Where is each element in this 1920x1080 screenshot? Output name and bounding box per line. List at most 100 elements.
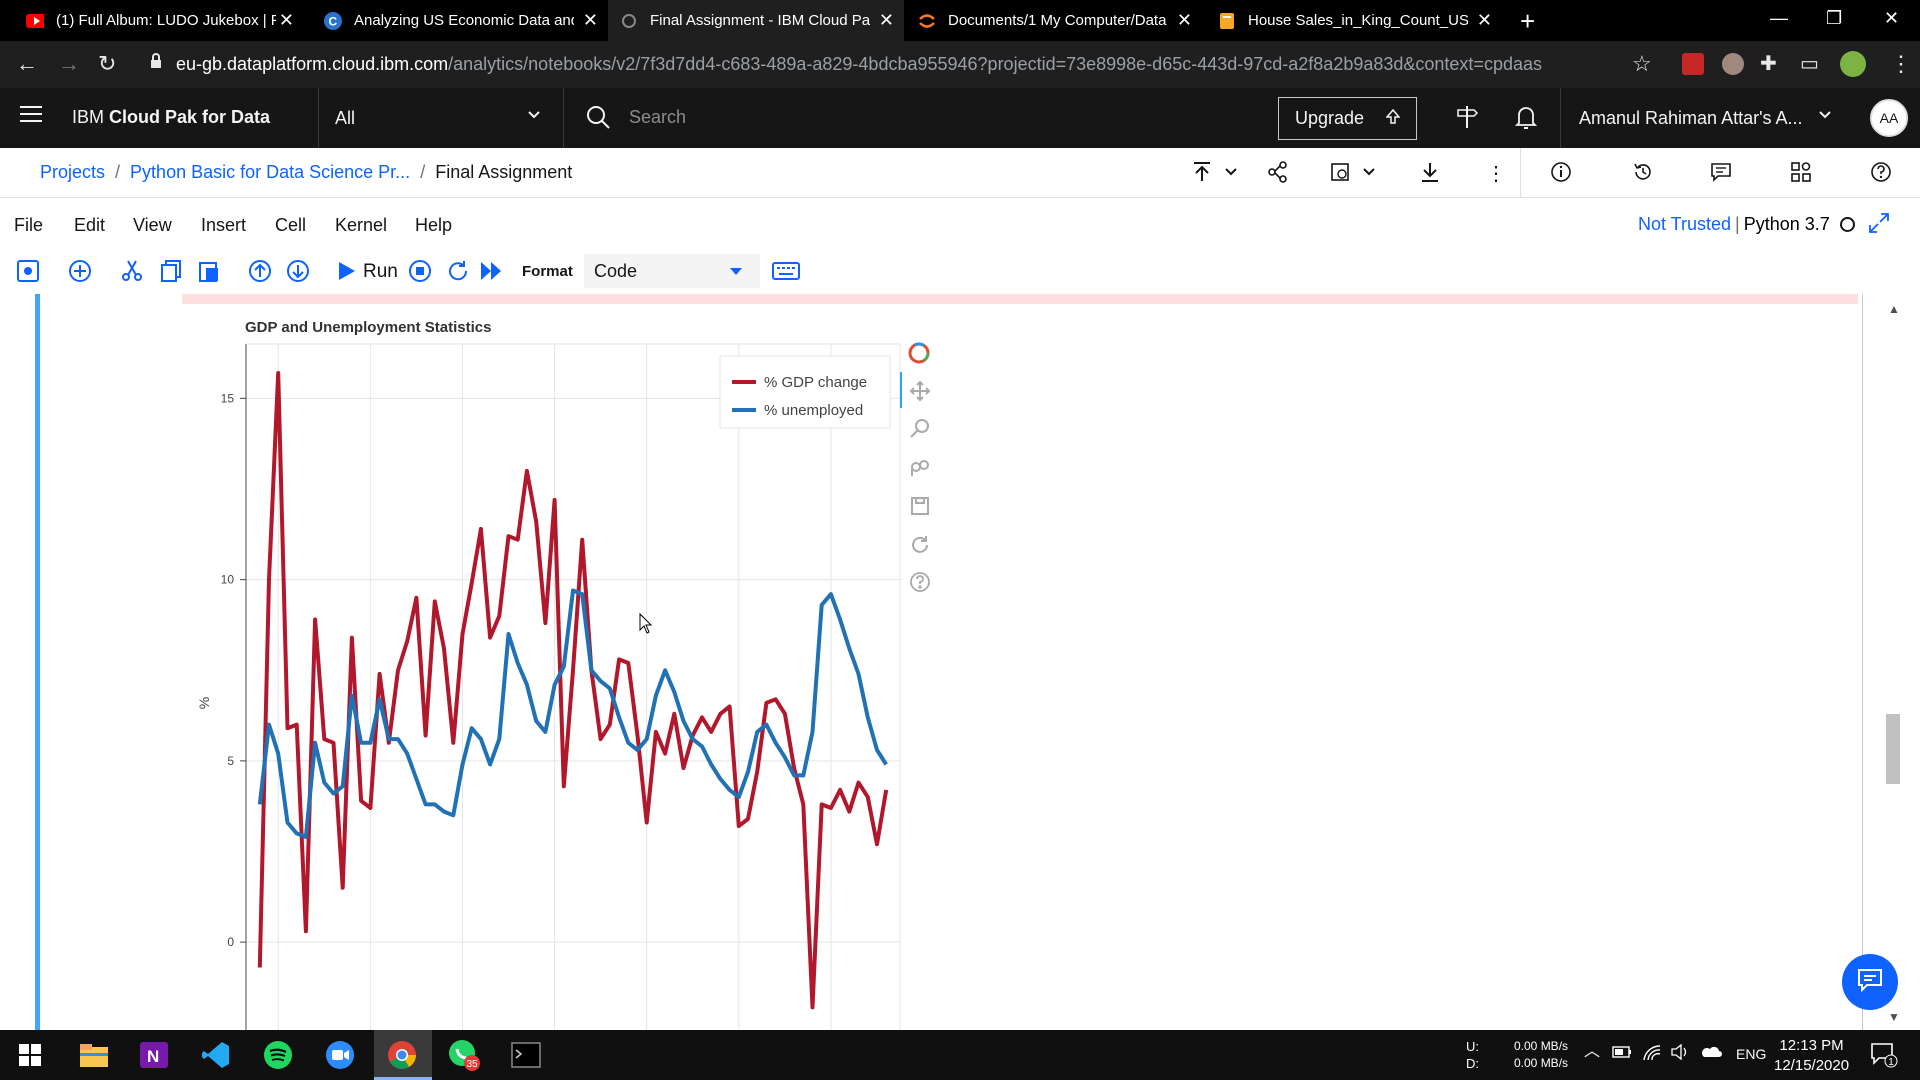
info-icon[interactable] [1550, 161, 1572, 189]
clock[interactable]: 12:13 PM 12/15/2020 [1774, 1036, 1849, 1076]
run-icon[interactable] [338, 261, 356, 281]
hamburger-menu-icon[interactable] [20, 106, 42, 127]
cut-icon[interactable] [120, 259, 144, 283]
extension-icon[interactable] [1682, 53, 1704, 75]
scroll-up-icon[interactable]: ▲ [1888, 302, 1900, 316]
move-down-icon[interactable] [286, 259, 310, 283]
chat-support-button[interactable] [1842, 954, 1898, 1010]
forward-icon[interactable]: → [58, 51, 80, 76]
notifications-icon[interactable]: 1 [1870, 1042, 1898, 1072]
breadcrumb-project[interactable]: Python Basic for Data Science Pr... [130, 162, 411, 182]
data-assets-icon[interactable] [1790, 161, 1812, 189]
browser-tab-active[interactable]: Final Assignment - IBM Cloud Pa ✕ [608, 0, 904, 41]
keyboard-shortcuts-icon[interactable] [772, 261, 800, 281]
profile-icon[interactable] [1840, 51, 1866, 77]
zoom-icon[interactable] [324, 1039, 356, 1071]
zoom-tool-icon[interactable] [910, 419, 929, 438]
wheel-zoom-tool-icon[interactable] [911, 460, 929, 476]
bokeh-plot[interactable]: GDP and Unemployment Statistics 05101519… [182, 318, 962, 1030]
find-data-icon[interactable] [16, 259, 40, 283]
download-icon[interactable] [1420, 161, 1440, 189]
copy-icon[interactable] [160, 259, 182, 283]
chevron-up-icon[interactable]: ︿ [1584, 1043, 1601, 1060]
product-name[interactable]: IBM Cloud Pak for Data [72, 107, 270, 128]
reset-tool-icon[interactable] [912, 536, 928, 553]
close-icon[interactable]: ✕ [278, 10, 294, 30]
account-switcher[interactable]: Amanul Rahiman Attar's A... [1560, 88, 1860, 148]
close-icon[interactable]: ✕ [1176, 10, 1192, 30]
window-close-icon[interactable]: ✕ [1884, 8, 1900, 28]
reload-icon[interactable]: ↻ [98, 51, 117, 76]
browser-tab[interactable]: Documents/1 My Computer/Data ✕ [906, 0, 1202, 41]
breadcrumb-projects[interactable]: Projects [40, 162, 106, 182]
menu-insert[interactable]: Insert [201, 215, 247, 235]
terminal-icon[interactable] [510, 1039, 542, 1071]
minimize-icon[interactable]: — [1770, 8, 1788, 28]
puzzle-extensions-icon[interactable]: ✚ [1760, 53, 1777, 75]
schedule-job-icon[interactable] [1330, 161, 1350, 189]
new-tab-icon[interactable]: + [1520, 6, 1536, 36]
close-icon[interactable]: ✕ [1476, 10, 1492, 30]
onedrive-icon[interactable] [1700, 1044, 1722, 1062]
scroll-down-icon[interactable]: ▼ [1888, 1010, 1900, 1024]
overflow-menu-icon[interactable]: ⋮ [1486, 163, 1506, 185]
help-tool-icon[interactable] [910, 572, 930, 592]
paste-icon[interactable] [198, 259, 220, 283]
extension-icon[interactable] [1722, 53, 1744, 75]
menu-help[interactable]: Help [415, 215, 453, 235]
notification-bell-icon[interactable] [1514, 104, 1538, 135]
pan-tool-icon[interactable] [909, 380, 931, 402]
run-all-icon[interactable] [480, 261, 502, 281]
restart-kernel-icon[interactable] [446, 259, 470, 283]
close-icon[interactable]: ✕ [582, 10, 598, 30]
menu-edit[interactable]: Edit [74, 215, 106, 235]
search-scope-dropdown[interactable]: All [318, 88, 564, 148]
menu-view[interactable]: View [133, 215, 172, 235]
help-icon[interactable] [1870, 161, 1892, 189]
volume-icon[interactable] [1670, 1043, 1690, 1065]
vscode-icon[interactable] [200, 1039, 232, 1071]
restore-icon[interactable]: ❐ [1826, 8, 1843, 28]
cast-icon[interactable]: ▭ [1800, 53, 1819, 75]
upgrade-button[interactable]: Upgrade [1278, 97, 1417, 140]
format-select[interactable]: Code [584, 254, 760, 288]
onenote-icon[interactable]: N [138, 1039, 170, 1071]
close-icon[interactable]: ✕ [878, 10, 894, 30]
chrome-icon[interactable] [386, 1039, 418, 1071]
browser-tab[interactable]: House Sales_in_King_Count_USA ✕ [1206, 0, 1502, 41]
whatsapp-icon[interactable]: 35 [448, 1039, 480, 1071]
version-history-icon[interactable] [1632, 161, 1654, 189]
language-indicator[interactable]: ENG [1736, 1046, 1767, 1062]
windows-start-icon[interactable] [14, 1039, 46, 1071]
run-button-label[interactable]: Run [363, 261, 398, 282]
back-icon[interactable]: ← [16, 51, 38, 76]
chrome-menu-icon[interactable]: ⋮ [1890, 51, 1912, 76]
trust-status[interactable]: Not Trusted [1638, 214, 1732, 234]
stop-kernel-icon[interactable] [408, 259, 432, 283]
wifi-icon[interactable] [1642, 1044, 1662, 1066]
comments-icon[interactable] [1710, 161, 1732, 189]
insert-cell-icon[interactable] [68, 259, 92, 283]
menu-file[interactable]: File [14, 215, 44, 235]
signpost-icon[interactable] [1454, 104, 1480, 135]
chevron-down-icon[interactable] [1362, 161, 1376, 185]
move-up-icon[interactable] [248, 259, 272, 283]
publish-icon[interactable] [1192, 161, 1212, 189]
menu-kernel[interactable]: Kernel [335, 215, 388, 235]
expand-icon[interactable] [1868, 212, 1890, 240]
browser-tab[interactable]: (1) Full Album: LUDO Jukebox | P ✕ [14, 0, 304, 41]
chevron-down-icon[interactable] [1224, 161, 1238, 185]
battery-icon[interactable] [1612, 1045, 1632, 1063]
spotify-icon[interactable] [262, 1039, 294, 1071]
file-explorer-icon[interactable] [78, 1039, 110, 1071]
bokeh-logo-icon[interactable] [908, 342, 930, 364]
menu-cell[interactable]: Cell [275, 215, 307, 235]
url-field[interactable]: eu-gb.dataplatform.cloud.ibm.com/analyti… [176, 54, 1542, 75]
scrollbar-thumb[interactable] [1886, 714, 1900, 784]
search-input[interactable]: Search [565, 88, 1258, 148]
share-icon[interactable] [1268, 161, 1288, 189]
save-tool-icon[interactable] [911, 497, 929, 515]
browser-tab[interactable]: C Analyzing US Economic Data and ✕ [312, 0, 608, 41]
bookmark-star-icon[interactable]: ☆ [1632, 51, 1652, 76]
scrollbar[interactable] [1884, 294, 1902, 1030]
